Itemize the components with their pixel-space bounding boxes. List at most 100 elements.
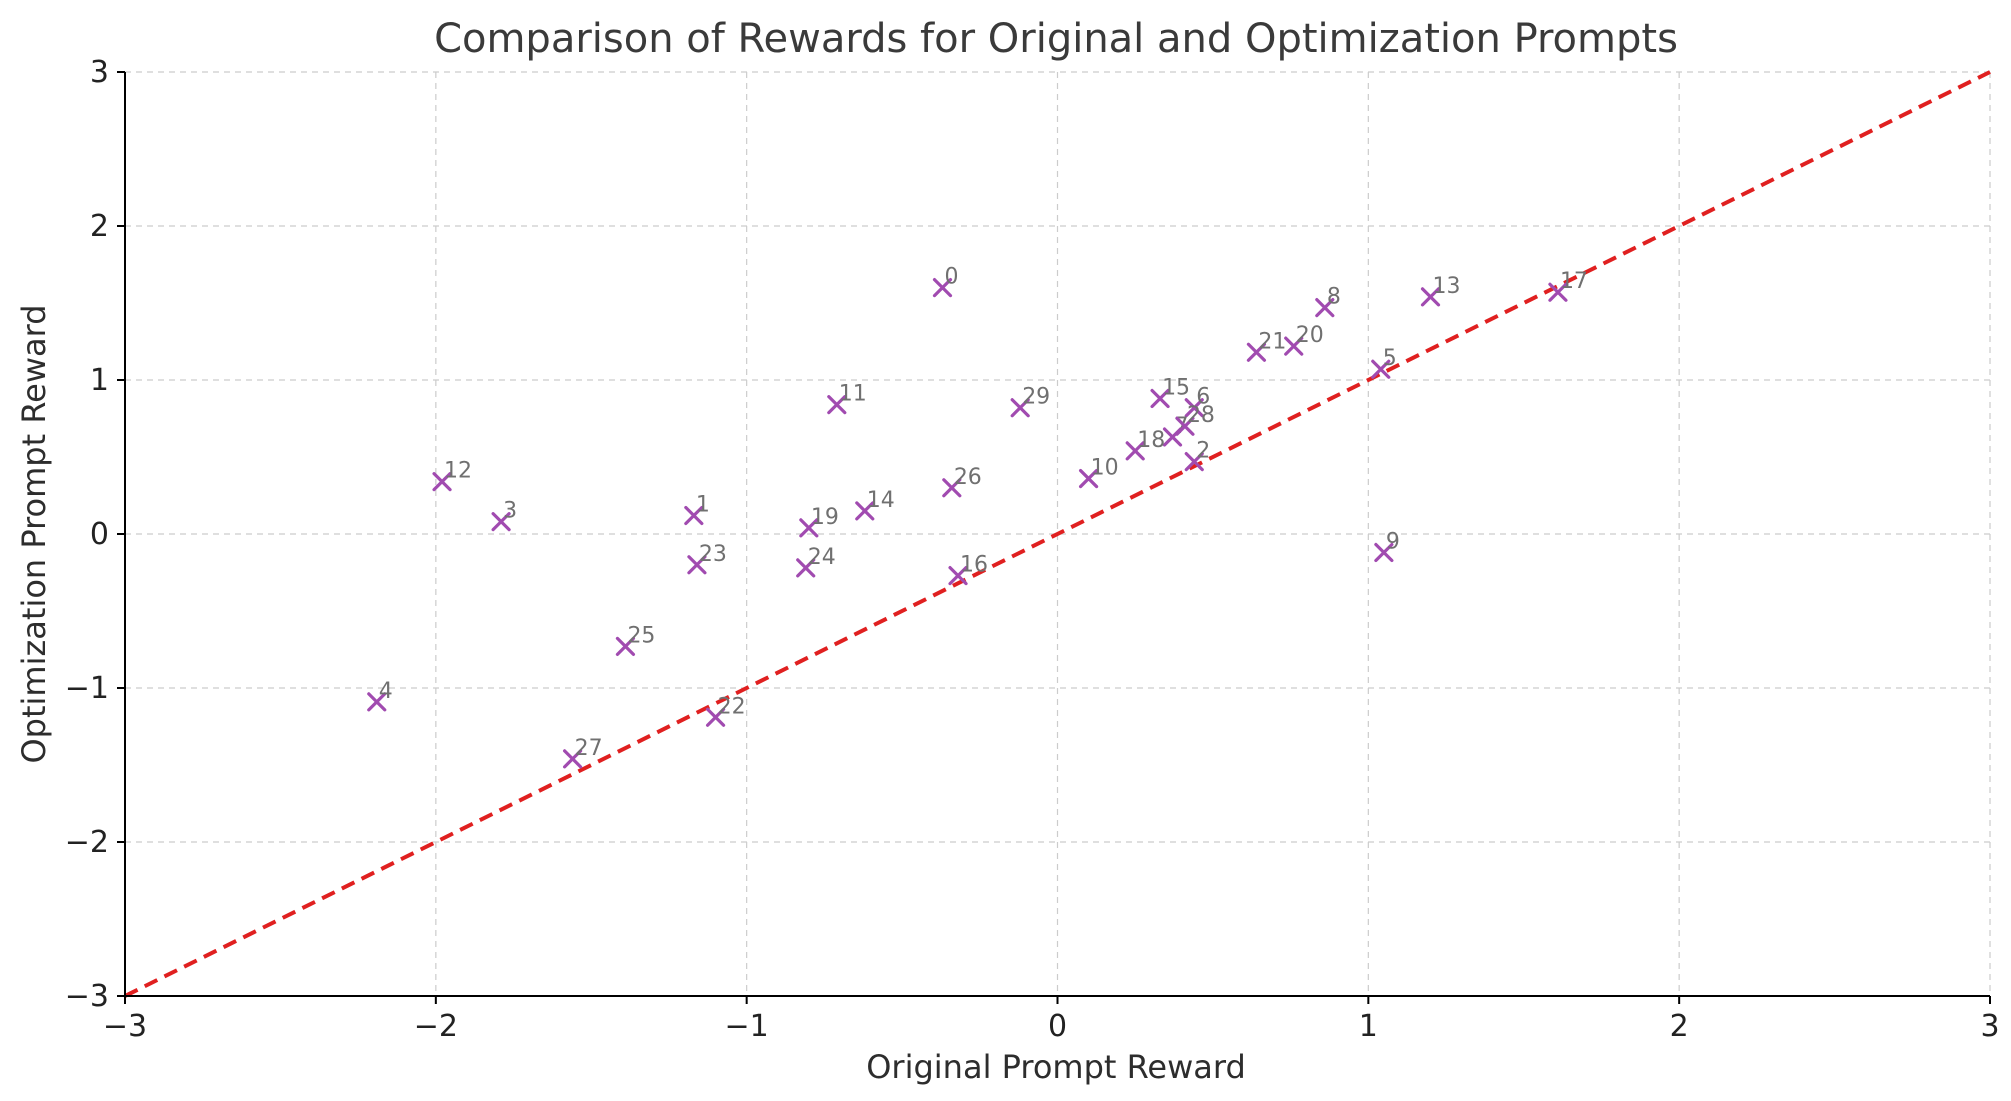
point-marker: [563, 749, 583, 769]
y-axis-label: Optimization Prompt Reward: [15, 304, 53, 763]
x-tick-label: 2: [1670, 1009, 1689, 1044]
point-label: 10: [1091, 456, 1119, 481]
point-label: 17: [1560, 269, 1588, 294]
point-marker: [1184, 452, 1204, 472]
point-marker: [684, 505, 704, 526]
data-point: 5: [1371, 346, 1397, 379]
data-point: 4: [367, 679, 393, 712]
point-marker: [1125, 441, 1145, 461]
point-label: 18: [1137, 428, 1165, 453]
point-marker: [705, 707, 726, 727]
point-label: 12: [444, 459, 472, 484]
point-marker: [491, 512, 511, 532]
point-marker: [1078, 468, 1099, 489]
point-marker: [432, 472, 452, 492]
y-tick-label: 3: [90, 55, 109, 90]
y-tick-label: −3: [65, 979, 109, 1014]
data-point: 21: [1246, 329, 1286, 362]
data-point: 17: [1548, 269, 1588, 302]
data-point: 24: [796, 545, 836, 578]
data-point: 14: [855, 488, 895, 521]
data-point: 1: [684, 493, 710, 526]
point-marker: [1284, 336, 1304, 356]
data-point: 11: [827, 382, 867, 415]
y-tick-label: −1: [65, 671, 109, 706]
point-label: 3: [503, 499, 517, 524]
y-tick-label: 2: [90, 209, 109, 244]
point-label: 26: [954, 465, 982, 490]
point-label: 2: [1196, 439, 1210, 464]
point-marker: [1420, 287, 1441, 307]
data-point: 25: [615, 623, 655, 657]
point-label: 4: [379, 679, 393, 704]
reference-line: [124, 70, 1991, 998]
grid: [125, 71, 1991, 996]
point-marker: [1175, 416, 1195, 436]
data-point: 13: [1420, 274, 1461, 307]
data-point: 2: [1184, 439, 1210, 472]
data-point: 6: [1184, 385, 1210, 418]
point-marker: [1371, 359, 1391, 379]
data-point: 26: [942, 465, 982, 498]
point-label: 1: [696, 493, 710, 518]
point-label: 16: [960, 553, 988, 578]
point-marker: [799, 518, 819, 538]
point-label: 15: [1162, 375, 1190, 400]
point-label: 28: [1187, 403, 1215, 428]
point-marker: [1184, 398, 1204, 418]
point-label: 8: [1327, 285, 1341, 310]
data-point: 19: [799, 505, 839, 538]
point-label: 13: [1433, 274, 1461, 299]
point-label: 24: [808, 545, 836, 570]
data-point: 27: [563, 736, 603, 769]
x-tick-label: 3: [1980, 1009, 1999, 1044]
point-marker: [932, 278, 953, 298]
data-point: 10: [1078, 456, 1119, 489]
point-marker: [615, 636, 636, 657]
x-tick-label: 0: [1048, 1009, 1067, 1044]
y-tick-label: 1: [90, 363, 109, 398]
point-marker: [827, 395, 847, 415]
x-tick-label: −2: [414, 1009, 458, 1044]
point-label: 27: [575, 736, 603, 761]
data-point: 18: [1125, 428, 1165, 461]
point-label: 5: [1383, 346, 1397, 371]
reference-line-layer: [124, 70, 1991, 998]
data-point: 23: [687, 542, 727, 575]
data-point: 9: [1374, 529, 1400, 563]
point-marker: [1315, 298, 1335, 318]
point-label: 14: [867, 488, 895, 513]
data-point: 12: [432, 459, 472, 492]
data-point: 0: [932, 265, 958, 298]
point-marker: [1010, 398, 1030, 418]
point-label: 23: [699, 542, 727, 567]
chart-title: Comparison of Rewards for Original and O…: [434, 16, 1678, 62]
point-label: 29: [1022, 385, 1050, 410]
point-marker: [1150, 388, 1170, 409]
data-point: 3: [491, 499, 517, 532]
point-label: 21: [1258, 329, 1286, 354]
point-label: 19: [811, 505, 839, 530]
point-label: 6: [1196, 385, 1210, 410]
y-tick-label: 0: [90, 517, 109, 552]
point-marker: [1246, 342, 1267, 362]
point-marker: [948, 565, 968, 586]
point-label: 9: [1386, 529, 1400, 554]
x-tick-label: 1: [1359, 1009, 1378, 1044]
point-label: 11: [839, 382, 867, 407]
data-point: 15: [1150, 375, 1190, 409]
point-marker: [367, 692, 387, 712]
data-point: 16: [948, 553, 988, 586]
point-marker: [796, 558, 816, 578]
data-point: 28: [1175, 403, 1215, 436]
x-tick-label: −3: [103, 1009, 147, 1044]
x-tick-label: −1: [725, 1009, 769, 1044]
point-label: 0: [944, 265, 958, 290]
point-label: 20: [1296, 323, 1324, 348]
point-label: 25: [627, 623, 655, 648]
data-point: 29: [1010, 385, 1050, 418]
point-marker: [942, 478, 962, 498]
